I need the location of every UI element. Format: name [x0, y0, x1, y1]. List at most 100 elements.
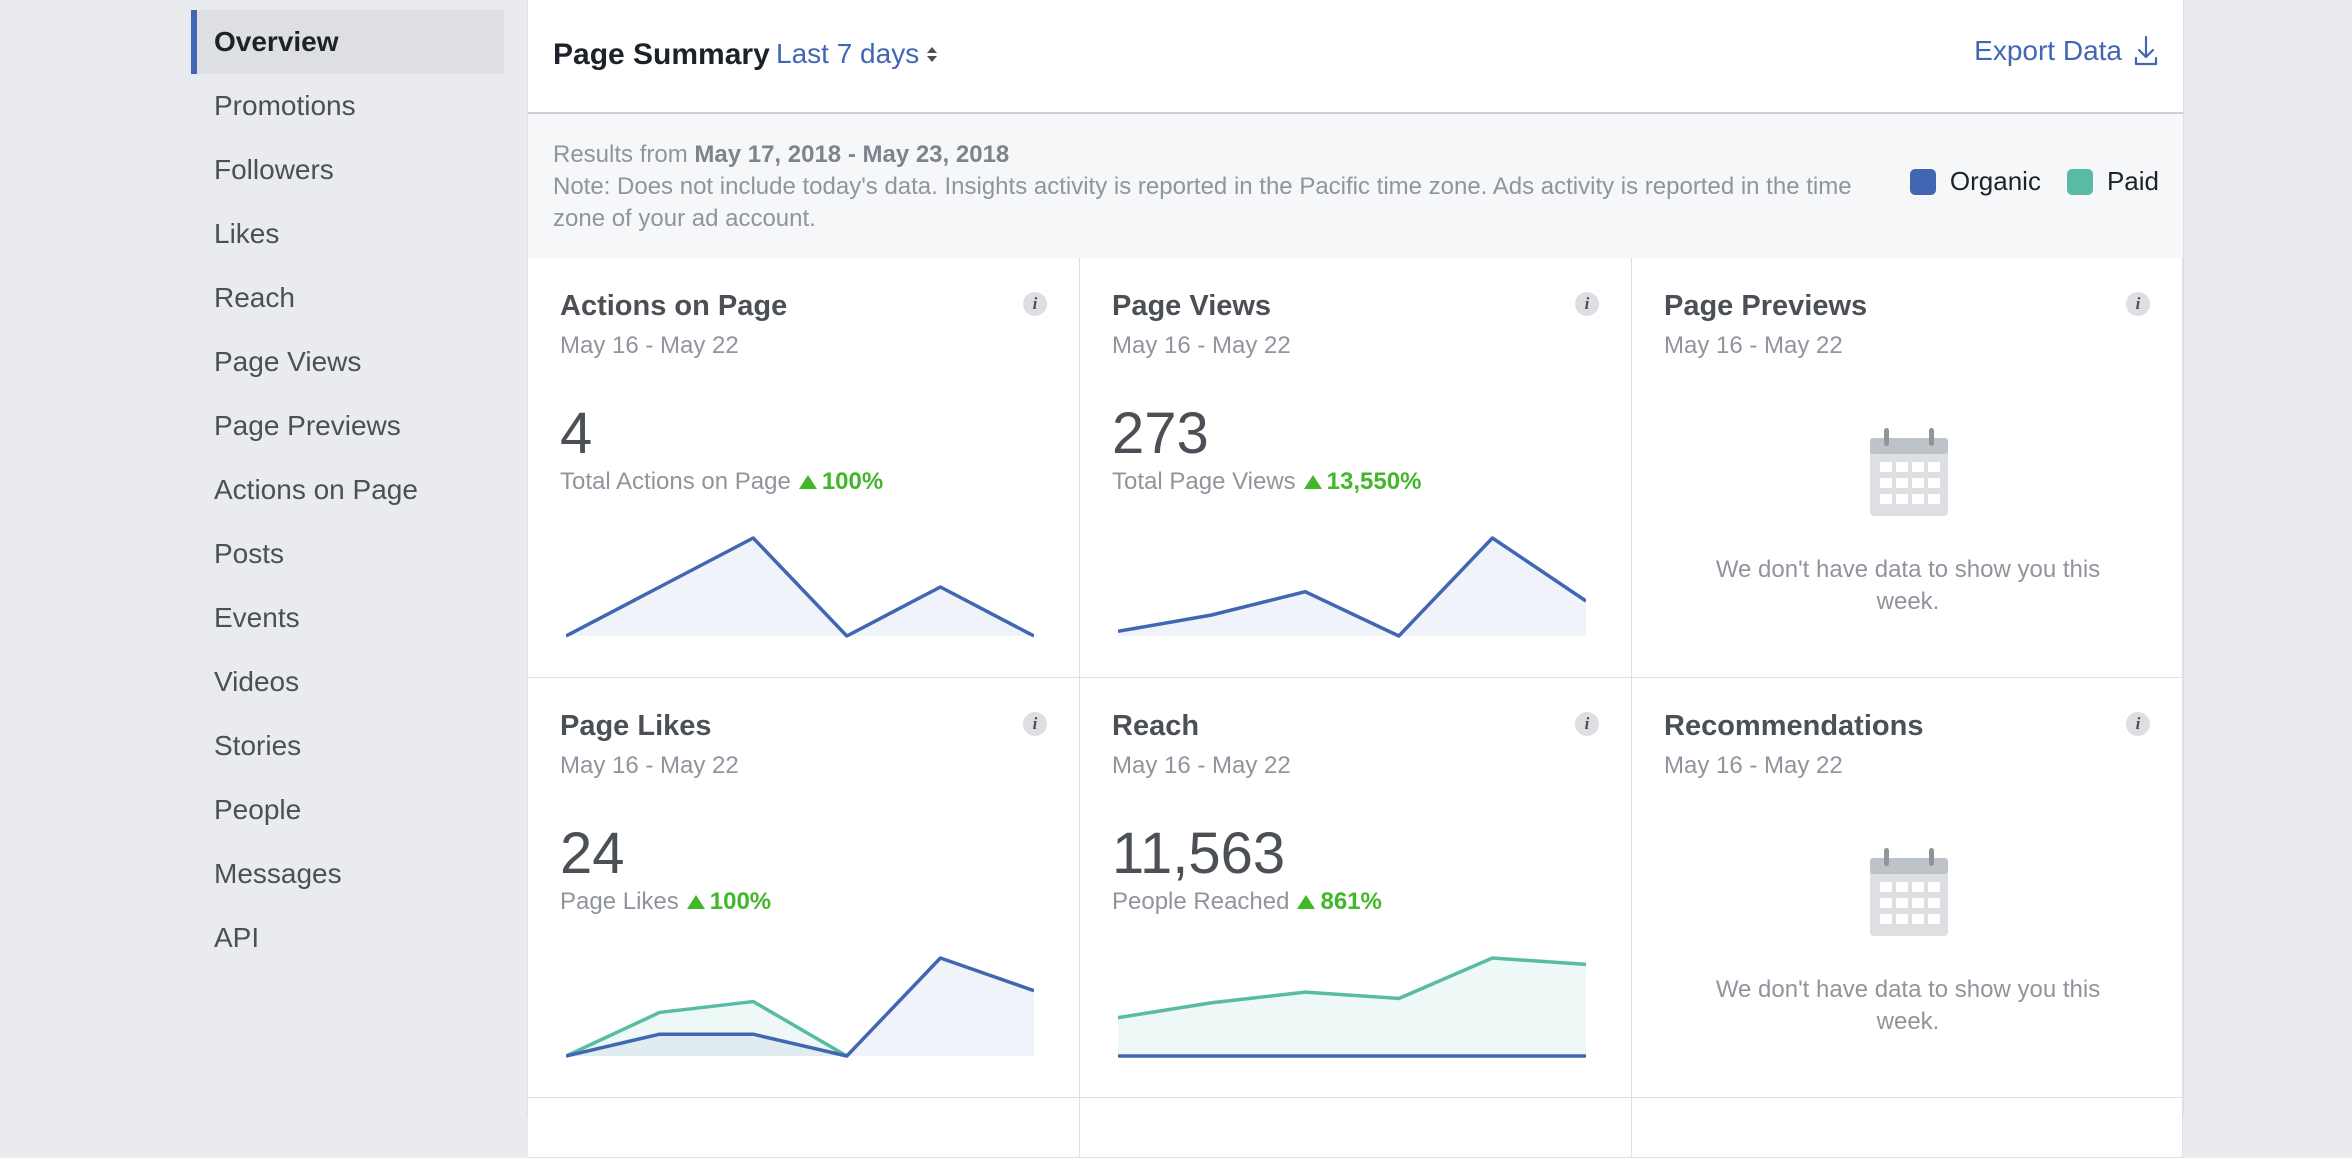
delta-value: 13,550% — [1326, 468, 1422, 495]
organic-series-area — [566, 538, 1034, 636]
up-arrow-icon — [798, 475, 817, 489]
sidebar-item-people[interactable]: People — [214, 794, 302, 825]
results-range: May 17, 2018 - May 23, 2018 — [694, 141, 1010, 168]
info-icon[interactable]: i — [1023, 292, 1047, 316]
card-date: May 16 - May 22 — [1664, 752, 1843, 779]
card-value: 4 — [560, 401, 593, 466]
paid-series-area — [566, 1001, 847, 1056]
up-arrow-icon — [686, 895, 705, 909]
card-next-row — [528, 1098, 1080, 1158]
card-value: 24 — [560, 821, 625, 886]
sidebar-item-promotions[interactable]: Promotions — [214, 90, 356, 121]
card-date: May 16 - May 22 — [1664, 332, 1843, 359]
card-actions-on-page[interactable]: Actions on Page May 16 - May 22 i 4 Tota… — [528, 258, 1080, 678]
delta-badge: 100% — [798, 468, 884, 496]
delta-value: 100% — [709, 888, 772, 915]
sidebar-item-stories[interactable]: Stories — [214, 730, 302, 761]
page-summary-header: Page Summary Last 7 days Export Data — [528, 0, 2183, 114]
card-page-likes[interactable]: Page Likes May 16 - May 22 i 24 Page Lik… — [528, 678, 1080, 1098]
paid-swatch — [2066, 168, 2093, 195]
legend-organic-label: Organic — [1949, 166, 2041, 196]
card-page-previews[interactable]: Page Previews May 16 - May 22 i We don't… — [1632, 258, 2183, 678]
sidebar-item-videos[interactable]: Videos — [214, 666, 300, 697]
sidebar-item-events[interactable]: Events — [214, 602, 300, 633]
sidebar-item-actions-on-page[interactable]: Actions on Page — [214, 474, 418, 505]
calendar-icon — [1870, 428, 1948, 516]
sidebar-item-posts[interactable]: Posts — [214, 538, 285, 569]
export-data-button[interactable]: Export Data — [1974, 35, 2158, 67]
card-date: May 16 - May 22 — [1112, 752, 1291, 779]
card-page-views[interactable]: Page Views May 16 - May 22 i 273 Total P… — [1080, 258, 1632, 678]
legend-organic: Organic — [1909, 166, 2041, 197]
card-sub-label: Total Actions on Page — [560, 468, 791, 495]
download-icon — [2134, 35, 2158, 66]
info-icon[interactable]: i — [2126, 292, 2150, 316]
card-sub-label: Page Likes — [560, 888, 679, 915]
paid-series-line — [1118, 956, 1586, 1020]
date-range-label: Last 7 days — [776, 38, 920, 69]
delta-badge: 100% — [686, 888, 772, 916]
sidebar-nav: Overview Promotions Followers Likes Reac… — [191, 10, 504, 970]
card-sub-label: Total Page Views — [1112, 468, 1296, 495]
timezone-note: Note: Does not include today's data. Ins… — [553, 173, 1852, 232]
card-reach[interactable]: Reach May 16 - May 22 i 11,563 People Re… — [1080, 678, 1632, 1098]
sidebar-item-page-views[interactable]: Page Views — [214, 346, 362, 377]
paid-series-area — [1118, 958, 1586, 1056]
card-sub-label: People Reached — [1112, 888, 1290, 915]
card-date: May 16 - May 22 — [560, 752, 739, 779]
sidebar-item-followers[interactable]: Followers — [214, 154, 334, 185]
sparkline-chart — [1118, 956, 1586, 1058]
card-subtitle: Total Page Views 13,550% — [1112, 468, 1421, 496]
delta-badge: 861% — [1297, 888, 1382, 916]
sparkline-chart — [1118, 536, 1586, 638]
sidebar-item-likes[interactable]: Likes — [214, 218, 280, 249]
info-icon[interactable]: i — [1575, 712, 1599, 736]
card-next-row — [1632, 1098, 2183, 1158]
page-title: Page Summary — [553, 38, 770, 71]
empty-state-message: We don't have data to show you this week… — [1715, 976, 2101, 1035]
sidebar-item-reach[interactable]: Reach — [214, 282, 295, 313]
card-title: Actions on Page — [560, 290, 788, 322]
info-icon[interactable]: i — [1023, 712, 1047, 736]
calendar-icon — [1870, 848, 1948, 936]
sort-arrows-icon — [927, 46, 938, 62]
info-icon[interactable]: i — [1575, 292, 1599, 316]
card-value: 11,563 — [1112, 821, 1286, 886]
sparkline-chart — [566, 956, 1034, 1058]
delta-value: 861% — [1320, 888, 1382, 915]
paid-series-line — [566, 999, 848, 1058]
sidebar-item-page-previews[interactable]: Page Previews — [214, 410, 401, 441]
card-title: Page Views — [1112, 290, 1272, 322]
date-range-select[interactable]: Last 7 days — [776, 38, 938, 70]
sparkline-chart — [566, 536, 1034, 638]
organic-series-line — [566, 536, 1034, 638]
notes-text: Results from May 17, 2018 - May 23, 2018… — [553, 139, 1853, 235]
legend-paid: Paid — [2066, 166, 2159, 197]
card-title: Page Likes — [560, 710, 712, 742]
delta-value: 100% — [821, 468, 884, 495]
card-next-row — [1080, 1098, 1632, 1158]
sidebar-item-api[interactable]: API — [214, 922, 260, 953]
organic-series-line — [1118, 536, 1586, 638]
main-panel: Page Summary Last 7 days Export Data Res… — [527, 0, 2184, 1158]
card-subtitle: Page Likes 100% — [560, 888, 771, 916]
card-recommendations[interactable]: Recommendations May 16 - May 22 i We don… — [1632, 678, 2183, 1098]
card-subtitle: Total Actions on Page 100% — [560, 468, 883, 496]
up-arrow-icon — [1303, 475, 1322, 489]
card-date: May 16 - May 22 — [560, 332, 739, 359]
up-arrow-icon — [1297, 895, 1316, 909]
card-title: Reach — [1112, 710, 1200, 742]
card-subtitle: People Reached 861% — [1112, 888, 1382, 916]
delta-badge: 13,550% — [1303, 468, 1422, 496]
chart-legend: Organic Paid — [1884, 166, 2159, 197]
card-title: Recommendations — [1664, 710, 1924, 742]
sidebar-item-messages[interactable]: Messages — [214, 858, 342, 889]
legend-paid-label: Paid — [2106, 166, 2159, 196]
empty-state-message: We don't have data to show you this week… — [1715, 556, 2101, 615]
info-icon[interactable]: i — [2126, 712, 2150, 736]
results-prefix: Results from — [553, 141, 695, 168]
results-notes: Results from May 17, 2018 - May 23, 2018… — [528, 114, 2183, 259]
organic-swatch — [1909, 168, 1936, 195]
sidebar-item-overview[interactable]: Overview — [191, 10, 504, 74]
card-value: 273 — [1112, 401, 1209, 466]
